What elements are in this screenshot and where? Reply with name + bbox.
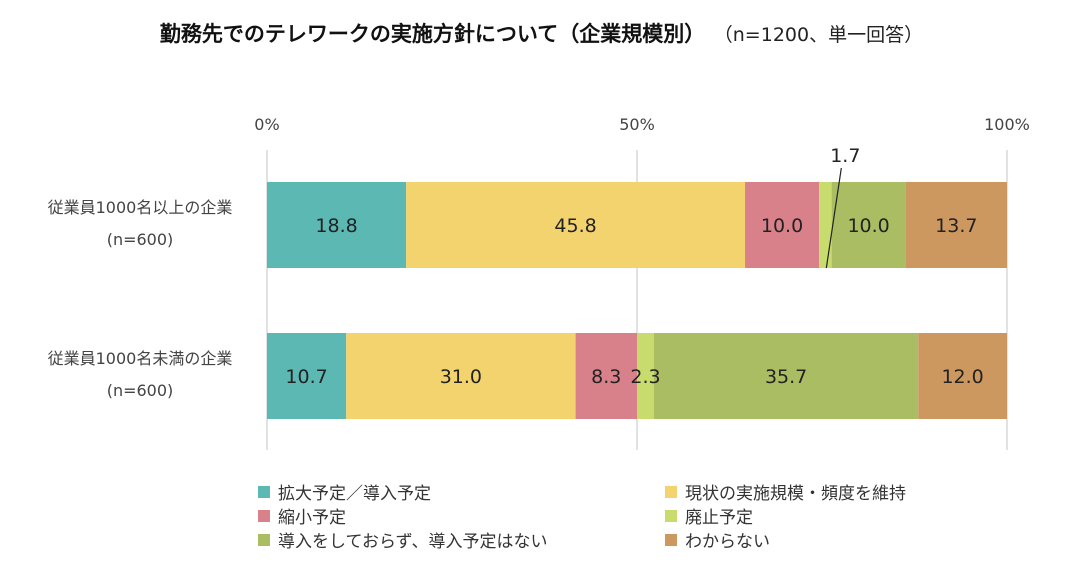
bar-segment	[267, 333, 347, 419]
bar-segment	[267, 182, 407, 268]
data-label: 2.3	[630, 366, 660, 388]
category-n-label: (n=600)	[107, 230, 174, 249]
bar-segment	[918, 333, 1007, 419]
data-label: 13.7	[935, 215, 977, 237]
x-tick-label: 50%	[619, 115, 655, 134]
category-label: 従業員1000名以上の企業	[48, 198, 233, 217]
x-tick-label: 0%	[254, 115, 279, 134]
x-tick-label: 100%	[984, 115, 1030, 134]
callout-leader-line	[825, 167, 842, 269]
bar-segment	[406, 182, 746, 268]
category-label: 従業員1000名未満の企業	[48, 349, 233, 368]
bar-segment	[575, 333, 637, 419]
chart-title: 勤務先でのテレワークの実施方針について（企業規模別）	[159, 22, 706, 46]
data-label: 10.0	[761, 215, 803, 237]
bar-segment	[654, 333, 919, 419]
data-label: 12.0	[941, 366, 983, 388]
data-label: 18.8	[315, 215, 357, 237]
bar-segment	[637, 333, 655, 419]
bar-segment	[819, 182, 832, 268]
chart-subtitle: （n=1200、単一回答）	[723, 24, 924, 46]
data-label: 45.8	[554, 215, 596, 237]
data-label: 10.7	[285, 366, 327, 388]
bar-segment	[346, 333, 576, 419]
data-label: 10.0	[847, 215, 889, 237]
data-label: 31.0	[440, 366, 482, 388]
callout-label: 1.7	[830, 145, 860, 167]
data-label: 35.7	[765, 366, 807, 388]
bar-segment	[745, 182, 820, 268]
category-n-label: (n=600)	[107, 381, 174, 400]
bar-segment	[831, 182, 906, 268]
chart-header: 勤務先でのテレワークの実施方針について（企業規模別） （n=1200、単一回答）	[0, 18, 1083, 48]
bar-segment	[905, 182, 1007, 268]
data-label: 8.3	[591, 366, 621, 388]
